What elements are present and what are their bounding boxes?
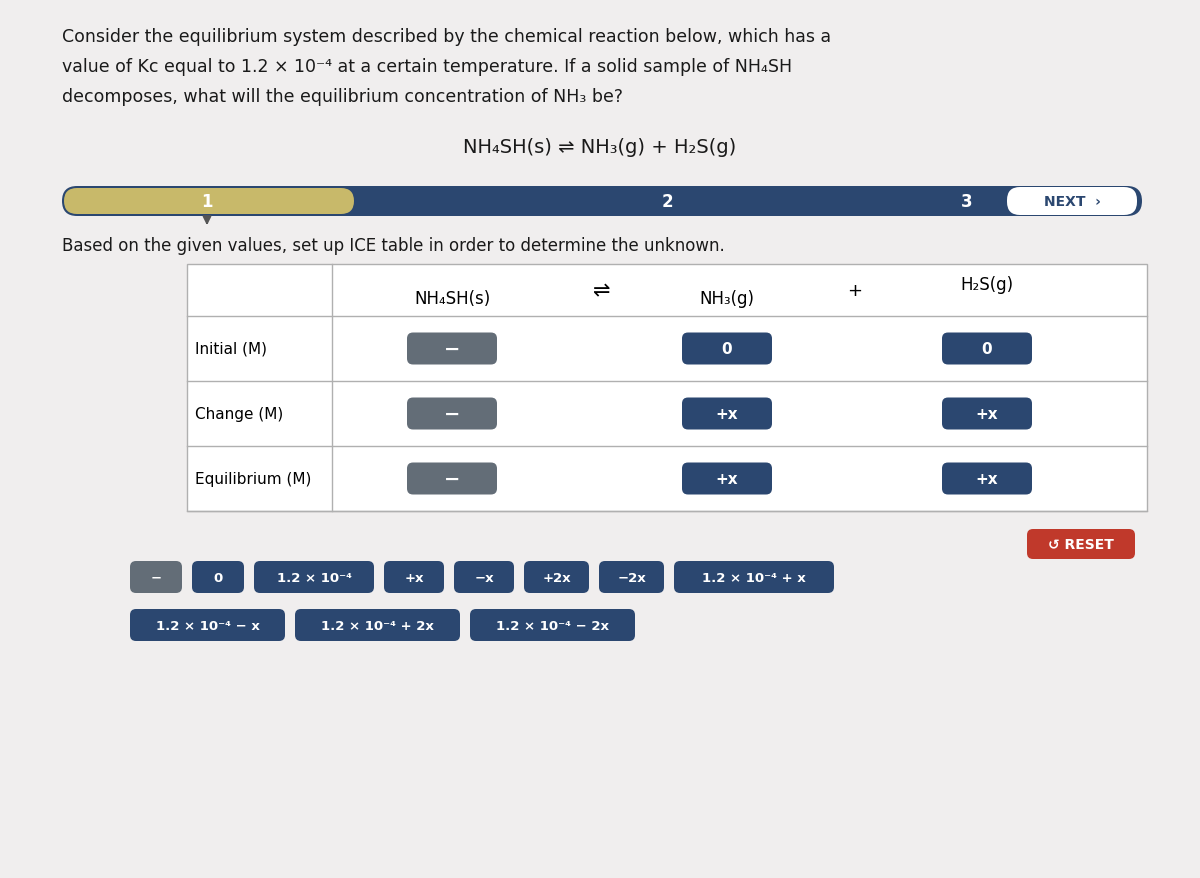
FancyBboxPatch shape [942,398,1032,430]
Text: +2x: +2x [542,571,571,584]
Text: +x: +x [976,407,998,421]
Text: 3: 3 [961,193,973,211]
Text: 2: 2 [661,193,673,211]
FancyBboxPatch shape [407,398,497,430]
FancyBboxPatch shape [470,609,635,641]
Text: NH₃(g): NH₃(g) [700,290,755,307]
FancyBboxPatch shape [130,561,182,594]
FancyBboxPatch shape [1007,188,1138,216]
FancyBboxPatch shape [295,609,460,641]
Text: Based on the given values, set up ICE table in order to determine the unknown.: Based on the given values, set up ICE ta… [62,237,725,255]
FancyBboxPatch shape [682,463,772,495]
Text: +x: +x [976,471,998,486]
FancyBboxPatch shape [674,561,834,594]
Text: +x: +x [715,407,738,421]
FancyBboxPatch shape [407,463,497,495]
Text: ⇌: ⇌ [593,281,611,300]
Text: 1.2 × 10⁻⁴: 1.2 × 10⁻⁴ [276,571,352,584]
Text: 0: 0 [214,571,223,584]
FancyBboxPatch shape [407,333,497,365]
Text: +: + [847,282,863,299]
Text: Initial (M): Initial (M) [196,342,268,356]
FancyBboxPatch shape [942,463,1032,495]
Text: −: − [444,405,460,423]
Text: 0: 0 [982,342,992,356]
Text: −2x: −2x [617,571,646,584]
Text: −: − [444,340,460,358]
Text: decomposes, what will the equilibrium concentration of NH₃ be?: decomposes, what will the equilibrium co… [62,88,623,106]
Text: NH₄SH(s): NH₄SH(s) [414,290,490,307]
FancyBboxPatch shape [254,561,374,594]
FancyBboxPatch shape [682,398,772,430]
FancyBboxPatch shape [942,333,1032,365]
FancyBboxPatch shape [192,561,244,594]
Text: Change (M): Change (M) [196,407,283,421]
FancyBboxPatch shape [62,187,1142,217]
Text: Equilibrium (M): Equilibrium (M) [196,471,311,486]
Text: NH₄SH(s) ⇌ NH₃(g) + H₂S(g): NH₄SH(s) ⇌ NH₃(g) + H₂S(g) [463,138,737,157]
Text: −: − [150,571,162,584]
Text: 1.2 × 10⁻⁴ + 2x: 1.2 × 10⁻⁴ + 2x [322,619,434,632]
FancyBboxPatch shape [599,561,664,594]
Bar [187,264,1147,511]
FancyBboxPatch shape [524,561,589,594]
Text: 1.2 × 10⁻⁴ − 2x: 1.2 × 10⁻⁴ − 2x [496,619,610,632]
FancyBboxPatch shape [454,561,514,594]
Text: 0: 0 [721,342,732,356]
Text: ↺ RESET: ↺ RESET [1048,537,1114,551]
FancyBboxPatch shape [64,189,354,215]
Text: 1: 1 [202,193,212,211]
Text: +x: +x [715,471,738,486]
Text: 1.2 × 10⁻⁴ − x: 1.2 × 10⁻⁴ − x [156,619,259,632]
Text: NEXT  ›: NEXT › [1044,195,1100,209]
Text: Consider the equilibrium system described by the chemical reaction below, which : Consider the equilibrium system describe… [62,28,832,46]
FancyBboxPatch shape [682,333,772,365]
Text: value of Kc equal to 1.2 × 10⁻⁴ at a certain temperature. If a solid sample of N: value of Kc equal to 1.2 × 10⁻⁴ at a cer… [62,58,792,76]
Text: −x: −x [474,571,494,584]
Text: 1.2 × 10⁻⁴ + x: 1.2 × 10⁻⁴ + x [702,571,806,584]
FancyBboxPatch shape [1027,529,1135,559]
FancyBboxPatch shape [130,609,286,641]
Text: +x: +x [404,571,424,584]
Text: −: − [444,470,460,488]
FancyBboxPatch shape [384,561,444,594]
Text: H₂S(g): H₂S(g) [960,276,1014,293]
